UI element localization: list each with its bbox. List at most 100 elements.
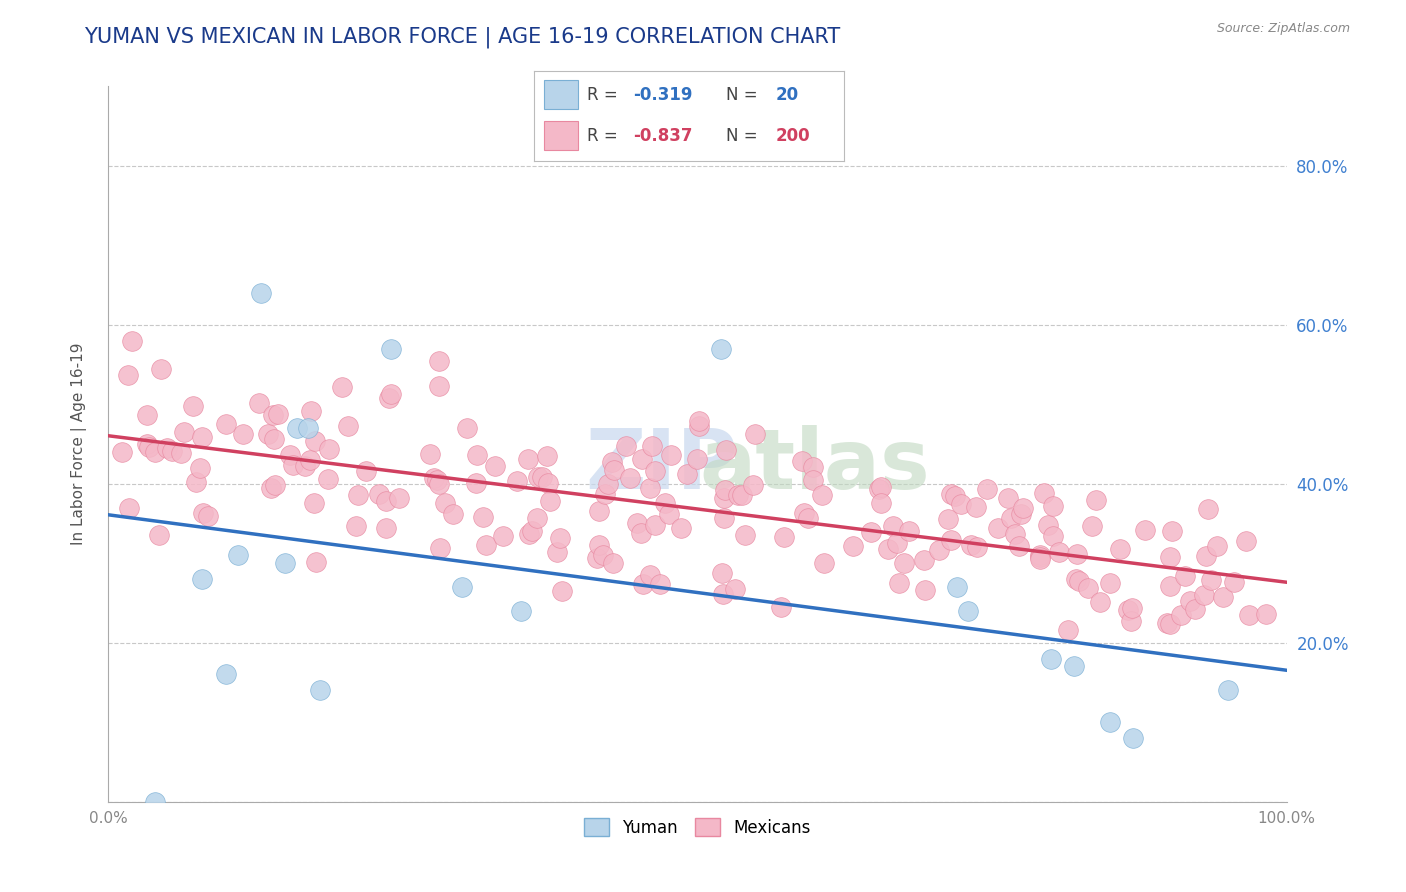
Point: [1004, 526, 1026, 541]
Point: [648, 577, 671, 591]
Point: [889, 576, 911, 591]
Point: [688, 414, 710, 428]
Point: [593, 486, 616, 500]
Point: [484, 458, 506, 473]
Point: [588, 504, 610, 518]
Bar: [544, 80, 578, 109]
Point: [1133, 523, 1156, 537]
Point: [1010, 507, 1032, 521]
Point: [658, 507, 681, 521]
Point: [1121, 601, 1143, 615]
Point: [517, 526, 540, 541]
Point: [734, 528, 756, 542]
Point: [742, 478, 765, 492]
Point: [260, 481, 283, 495]
Point: [377, 391, 399, 405]
Point: [299, 453, 322, 467]
Text: Source: ZipAtlas.com: Source: ZipAtlas.com: [1216, 22, 1350, 36]
Point: [1036, 517, 1059, 532]
Point: [914, 582, 936, 597]
Point: [1033, 486, 1056, 500]
Point: [1159, 549, 1181, 564]
Point: [135, 437, 157, 451]
Point: [110, 444, 132, 458]
Point: [976, 483, 998, 497]
Point: [619, 471, 641, 485]
Point: [491, 529, 513, 543]
Point: [226, 548, 249, 562]
Point: [337, 419, 360, 434]
Point: [912, 553, 935, 567]
Point: [118, 501, 141, 516]
Point: [1116, 603, 1139, 617]
Point: [136, 408, 159, 422]
Point: [893, 556, 915, 570]
Point: [744, 427, 766, 442]
Point: [1159, 579, 1181, 593]
Point: [859, 525, 882, 540]
Point: [305, 555, 328, 569]
Point: [631, 452, 654, 467]
Point: [714, 483, 737, 498]
Point: [318, 442, 340, 456]
Point: [143, 795, 166, 809]
Point: [1066, 547, 1088, 561]
Point: [1012, 500, 1035, 515]
Text: 200: 200: [776, 127, 810, 145]
Point: [727, 488, 749, 502]
Point: [997, 491, 1019, 505]
Point: [1088, 595, 1111, 609]
Point: [1042, 529, 1064, 543]
Point: [257, 426, 280, 441]
Point: [1069, 574, 1091, 588]
Point: [714, 443, 737, 458]
Point: [1039, 651, 1062, 665]
Point: [882, 519, 904, 533]
Point: [302, 495, 325, 509]
Text: -0.319: -0.319: [633, 86, 693, 103]
Text: atlas: atlas: [700, 425, 931, 506]
Point: [1028, 548, 1050, 562]
Point: [427, 354, 450, 368]
Point: [813, 556, 835, 570]
Text: -0.837: -0.837: [633, 127, 693, 145]
Text: YUMAN VS MEXICAN IN LABOR FORCE | AGE 16-19 CORRELATION CHART: YUMAN VS MEXICAN IN LABOR FORCE | AGE 16…: [84, 27, 841, 48]
Point: [330, 379, 353, 393]
Point: [949, 497, 972, 511]
Point: [1156, 616, 1178, 631]
Point: [1170, 608, 1192, 623]
Point: [183, 399, 205, 413]
Point: [945, 580, 967, 594]
Point: [281, 458, 304, 472]
Point: [644, 517, 666, 532]
Point: [886, 536, 908, 550]
Point: [215, 417, 238, 432]
Point: [713, 491, 735, 505]
Point: [870, 496, 893, 510]
Point: [215, 667, 238, 681]
Point: [367, 486, 389, 500]
Point: [263, 432, 285, 446]
Point: [536, 475, 558, 490]
Point: [546, 545, 568, 559]
Text: N =: N =: [725, 127, 763, 145]
Text: R =: R =: [586, 127, 623, 145]
Point: [602, 455, 624, 469]
Point: [675, 467, 697, 482]
Point: [197, 509, 219, 524]
Point: [1239, 608, 1261, 623]
Point: [630, 525, 652, 540]
Point: [876, 542, 898, 557]
Point: [422, 471, 444, 485]
Point: [724, 582, 747, 597]
Point: [686, 451, 709, 466]
Point: [614, 439, 637, 453]
Point: [897, 524, 920, 539]
Text: 20: 20: [776, 86, 799, 103]
Point: [274, 556, 297, 570]
Point: [772, 530, 794, 544]
Point: [957, 604, 980, 618]
Point: [1008, 539, 1031, 553]
Point: [1206, 539, 1229, 553]
Point: [375, 494, 398, 508]
